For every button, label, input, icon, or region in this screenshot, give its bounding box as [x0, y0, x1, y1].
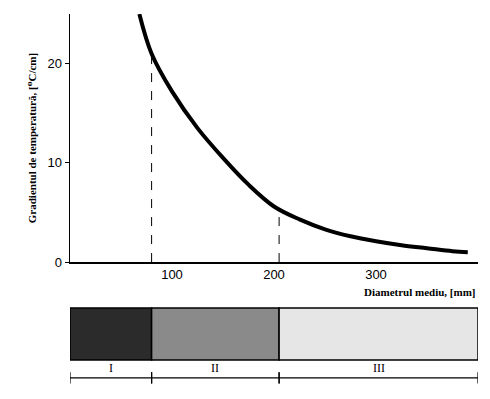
svg-text:Gradientul de temperatură, [⁰C: Gradientul de temperatură, [⁰C/cm] [26, 53, 38, 223]
svg-text:II: II [211, 361, 219, 375]
svg-text:I: I [109, 361, 113, 375]
svg-text:Diametrul mediu, [mm]: Diametrul mediu, [mm] [364, 286, 476, 298]
svg-text:10: 10 [47, 155, 61, 170]
svg-text:200: 200 [263, 267, 285, 282]
svg-text:20: 20 [47, 56, 61, 71]
svg-text:100: 100 [161, 267, 183, 282]
svg-text:III: III [373, 361, 385, 375]
svg-text:0: 0 [55, 255, 62, 270]
svg-text:300: 300 [365, 267, 387, 282]
